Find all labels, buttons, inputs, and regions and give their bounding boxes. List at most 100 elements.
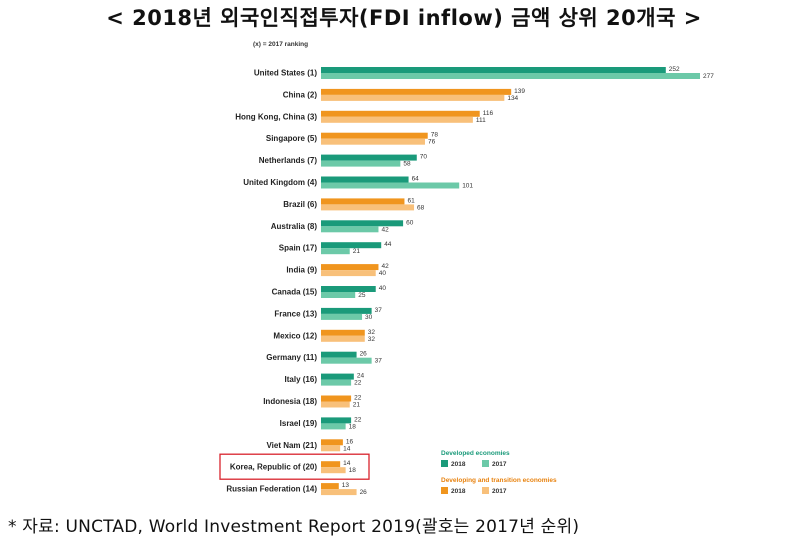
chart-row: United Kingdom (4) 64 101 (243, 176, 473, 190)
bar-2017 (321, 94, 505, 101)
bar-2018 (321, 154, 417, 161)
category-label: Russian Federation (14) (226, 485, 317, 494)
category-label: Australia (8) (271, 222, 318, 231)
ranking-note: (x) = 2017 ranking (253, 41, 308, 48)
value-label-2017: 30 (365, 314, 373, 321)
category-label: Canada (15) (272, 288, 318, 297)
value-label-2018: 40 (379, 285, 387, 292)
category-label: France (13) (274, 309, 317, 318)
bar-2018 (321, 176, 409, 183)
value-label-2017: 22 (354, 380, 362, 387)
chart-legend: Developed economies 2018 2017 Developing… (441, 450, 557, 495)
chart-row: Canada (15) 40 25 (272, 285, 387, 299)
category-label: Korea, Republic of (20) (230, 463, 317, 472)
value-label-2018: 26 (360, 351, 368, 358)
value-label-2018: 37 (375, 307, 383, 314)
legend-swatch-developed-2018 (441, 460, 448, 467)
value-label-2018: 61 (407, 197, 415, 204)
chart-title: < 2018년 외국인직접투자(FDI inflow) 금액 상위 20개국 > (106, 6, 702, 30)
legend-label-developing-2018: 2018 (451, 488, 466, 495)
category-label: Italy (16) (285, 375, 318, 384)
chart-row: United States (1) 252 277 (254, 66, 714, 80)
chart-row: Germany (11) 26 37 (266, 351, 382, 365)
bar-2018 (321, 67, 666, 73)
bar-2018 (321, 110, 480, 117)
bar-2017 (321, 467, 346, 474)
value-label-2017: 32 (368, 336, 376, 343)
value-label-2018: 116 (483, 110, 494, 117)
value-label-2017: 101 (462, 183, 473, 190)
bar-2018 (321, 198, 405, 205)
value-label-2018: 252 (669, 66, 680, 73)
bar-2018 (321, 461, 341, 468)
bar-2018 (321, 439, 343, 446)
category-label: Netherlands (7) (259, 156, 318, 165)
category-label: Indonesia (18) (263, 397, 317, 406)
bar-2018 (321, 264, 379, 271)
legend-swatch-developing-2018 (441, 487, 448, 494)
value-label-2018: 22 (354, 395, 362, 402)
bar-2017 (321, 182, 460, 189)
korea-highlight-box (219, 453, 370, 480)
value-label-2017: 18 (349, 423, 357, 430)
category-label: China (2) (283, 90, 318, 99)
value-label-2017: 21 (353, 248, 361, 255)
bar-2017 (321, 401, 350, 408)
bar-2017 (321, 270, 376, 277)
category-label: Germany (11) (266, 353, 317, 362)
bar-2018 (321, 132, 428, 139)
value-label-2017: 134 (507, 95, 518, 102)
value-label-2017: 37 (375, 358, 383, 365)
chart-row: Spain (17) 44 21 (279, 241, 392, 255)
value-label-2018: 139 (514, 88, 525, 95)
value-label-2017: 68 (417, 204, 425, 211)
category-label: United States (1) (254, 69, 317, 78)
value-label-2018: 78 (431, 132, 439, 139)
bar-2017 (321, 204, 415, 211)
bar-2018 (321, 373, 354, 380)
legend-label-developed-2018: 2018 (451, 461, 466, 468)
category-label: Spain (17) (279, 244, 318, 253)
category-label: Brazil (6) (283, 200, 317, 209)
bar-2018 (321, 351, 357, 358)
value-label-2017: 111 (476, 117, 486, 124)
value-label-2018: 64 (412, 176, 420, 183)
bar-2017 (321, 445, 341, 452)
bar-2017 (321, 313, 363, 320)
bar-2017 (321, 116, 473, 123)
bar-2017 (321, 489, 357, 496)
source-note: * 자료: UNCTAD, World Investment Report 20… (8, 517, 580, 537)
value-label-2017: 26 (360, 489, 368, 496)
bar-2018 (321, 220, 404, 227)
bar-2017 (321, 73, 700, 79)
category-label: Mexico (12) (273, 331, 317, 340)
legend-developing-title: Developing and transition economies (441, 477, 557, 484)
bar-2018 (321, 395, 352, 402)
bar-2017 (321, 379, 352, 386)
value-label-2017: 21 (353, 402, 361, 409)
bar-2018 (321, 88, 512, 95)
legend-swatch-developing-2017 (482, 487, 489, 494)
category-label: India (9) (286, 266, 317, 275)
value-label-2018: 70 (420, 154, 428, 161)
value-label-2017: 58 (403, 161, 411, 168)
category-label: Singapore (5) (266, 134, 317, 143)
value-label-2018: 60 (406, 219, 414, 226)
bar-2017 (321, 335, 365, 342)
value-label-2017: 14 (343, 445, 351, 452)
bar-2018 (321, 329, 365, 336)
bar-2017 (321, 160, 401, 167)
bar-2017 (321, 292, 356, 298)
